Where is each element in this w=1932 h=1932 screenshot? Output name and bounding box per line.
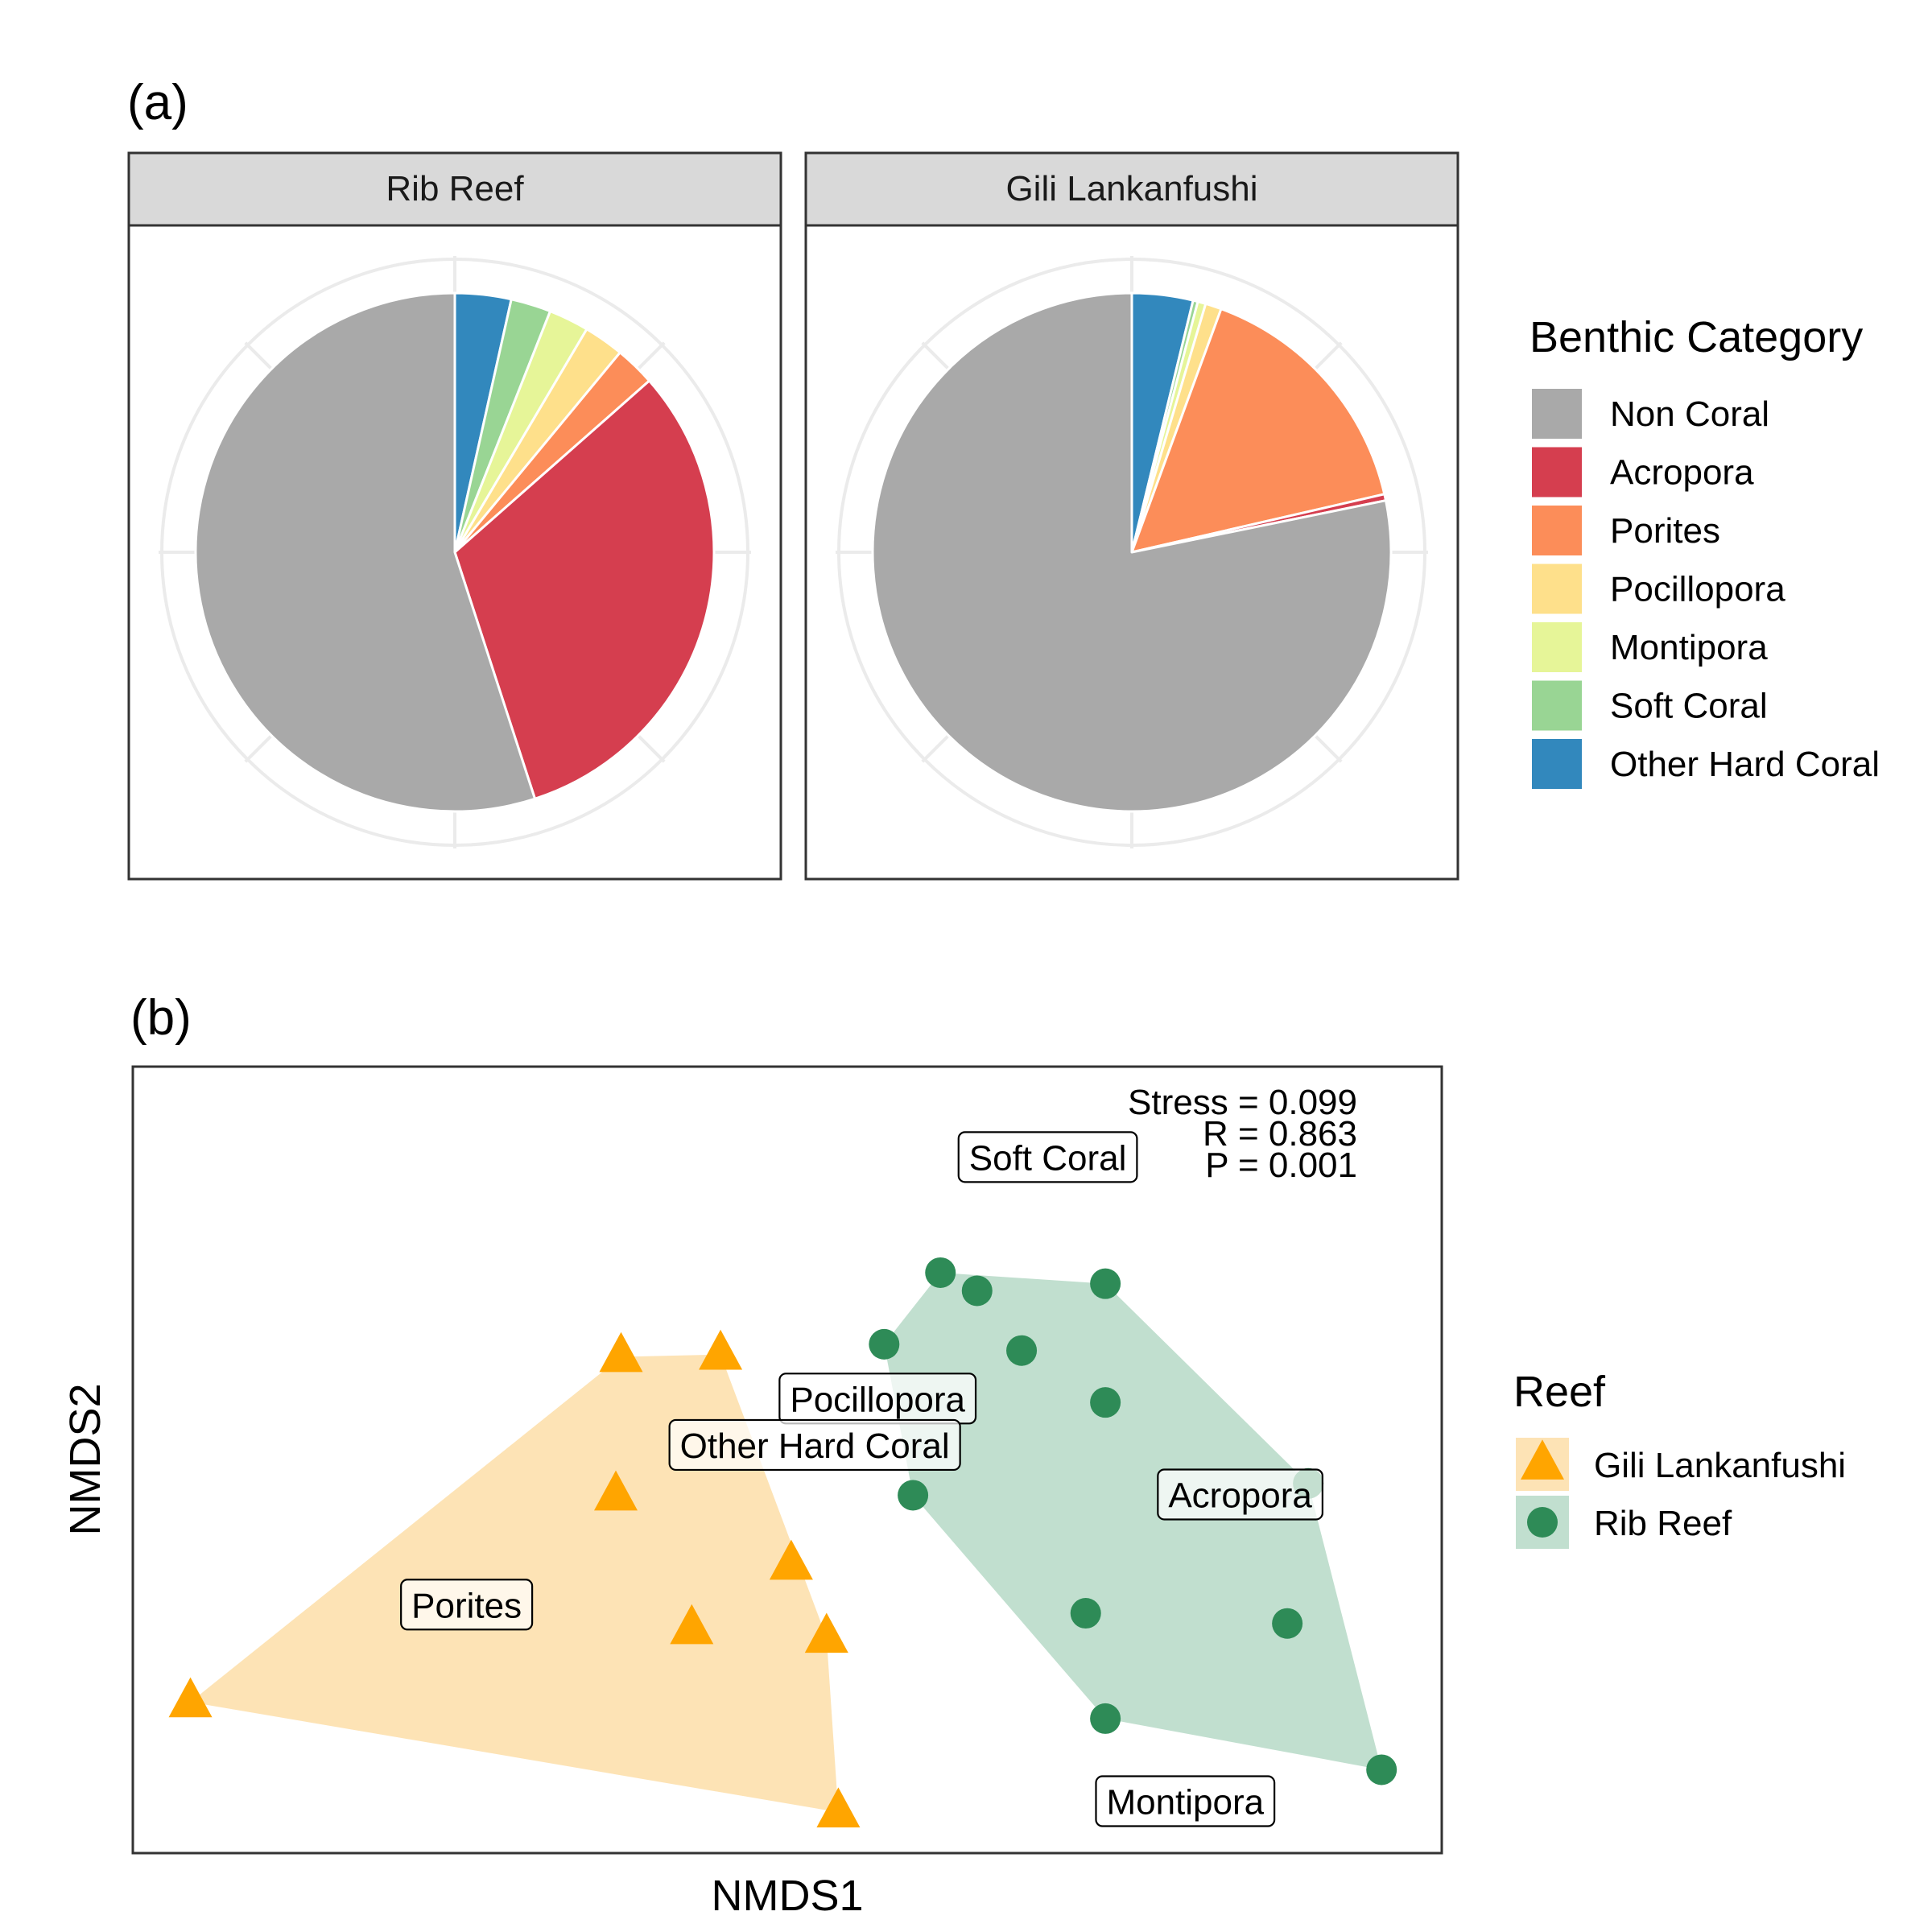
point-gili-lankanfushi-0 <box>168 1677 213 1718</box>
pie-grid-spoke <box>921 341 950 370</box>
annotation-label: Other Hard Coral <box>680 1426 950 1466</box>
legend-key-montipora <box>1532 622 1582 672</box>
annotation-box <box>400 1579 534 1631</box>
point-gili-lankanfushi-1 <box>599 1331 643 1373</box>
annotation-box <box>1095 1775 1276 1827</box>
legend-label-rib-reef: Rib Reef <box>1594 1504 1732 1543</box>
legend-key-other-hard-coral <box>1532 739 1582 789</box>
pie-slice-non-coral <box>871 291 1393 813</box>
pie-rib-reef <box>194 291 716 813</box>
pie-grid-spoke <box>637 734 666 763</box>
hull-rib-reef <box>884 1272 1382 1770</box>
legend-key-rib-reef <box>1527 1507 1558 1538</box>
point-rib-reef-11 <box>1366 1754 1397 1785</box>
annotation-acropora: Acropora <box>1157 1468 1323 1521</box>
point-rib-reef-6 <box>898 1480 929 1511</box>
point-gili-lankanfushi-3 <box>593 1470 638 1511</box>
facet-title-gili-lankanfushi: Gili Lankanfushi <box>1005 169 1257 208</box>
y-axis-label: NMDS2 <box>61 1383 109 1535</box>
legend-key-soft-coral <box>1532 680 1582 731</box>
stat-stress: Stress = 0.099 <box>1128 1083 1357 1122</box>
annotation-montipora: Montipora <box>1095 1775 1276 1827</box>
pie-grid-spoke <box>1314 341 1343 370</box>
legend-label-porites: Porites <box>1610 511 1720 551</box>
pie-gili-lankanfushi <box>871 291 1393 813</box>
pie-slice-acropora <box>453 379 716 800</box>
legend-label-acropora: Acropora <box>1610 453 1754 493</box>
legend-label-pocillopora: Pocillopora <box>1610 570 1785 609</box>
point-rib-reef-8 <box>1070 1598 1101 1629</box>
legend-label-non-coral: Non Coral <box>1610 394 1769 434</box>
panel-label-b: (b) <box>130 990 192 1046</box>
legend-label-montipora: Montipora <box>1610 628 1768 667</box>
nmds-plot: Soft Coral Pocillopora Other Hard Coral Acr… <box>131 1065 1443 1855</box>
pie-grid-gili-lankanfushi <box>836 256 1428 848</box>
annotation-label: Soft Coral <box>969 1138 1127 1178</box>
annotation-label: Montipora <box>1106 1783 1264 1823</box>
panel-label-a: (a) <box>127 75 188 130</box>
stat-r: R = 0.863 <box>1203 1114 1357 1154</box>
legend-key-porites <box>1532 506 1582 555</box>
pie-slice-non-coral <box>194 291 537 813</box>
point-rib-reef-1 <box>961 1275 993 1307</box>
point-rib-reef-0 <box>925 1257 956 1288</box>
annotation-label: Porites <box>411 1586 522 1625</box>
legend-benthic-category: Benthic Category Non Coral Acropora Porite… <box>1530 313 1880 789</box>
pie-grid-spoke <box>244 341 273 370</box>
legend-title-benthic: Benthic Category <box>1530 313 1863 361</box>
annotation-label: Pocillopora <box>790 1380 965 1419</box>
legend-reef: Reef Gili Lankanfushi Rib Reef <box>1513 1368 1846 1549</box>
annotation-box <box>668 1418 961 1472</box>
pie-grid-spoke <box>244 734 273 763</box>
point-gili-lankanfushi-5 <box>670 1604 714 1645</box>
legend-key-gili-lankanfushi <box>1521 1439 1564 1480</box>
facet-strip-gili-lankanfushi <box>804 151 1459 227</box>
point-gili-lankanfushi-4 <box>769 1539 813 1580</box>
point-gili-lankanfushi-2 <box>699 1329 743 1370</box>
x-axis-label: NMDS1 <box>711 1872 863 1920</box>
legend-label-other-hard-coral: Other Hard Coral <box>1610 745 1880 784</box>
legend-label-gili-lankanfushi: Gili Lankanfushi <box>1594 1446 1846 1485</box>
annotation-box <box>957 1131 1138 1183</box>
annotation-other-hard-coral: Other Hard Coral <box>668 1418 961 1472</box>
legend-key-non-coral <box>1532 389 1582 439</box>
legend-key-acropora <box>1532 447 1582 497</box>
point-rib-reef-2 <box>1090 1268 1121 1299</box>
facet-rib-reef: Rib Reef <box>127 151 782 881</box>
point-rib-reef-9 <box>1272 1608 1303 1639</box>
point-gili-lankanfushi-6 <box>804 1612 848 1653</box>
annotation-porites: Porites <box>400 1579 534 1631</box>
pie-grid-spoke <box>1314 734 1343 763</box>
annotation-label: Acropora <box>1168 1476 1312 1515</box>
annotation-pocillopora: Pocillopora <box>778 1373 977 1425</box>
facet-gili-lankanfushi: Gili Lankanfushi <box>804 151 1459 881</box>
point-rib-reef-3 <box>869 1328 900 1360</box>
point-rib-reef-5 <box>1090 1387 1121 1418</box>
nmds-annotations: Soft Coral Pocillopora Other Hard Coral Acr… <box>400 1131 1323 1827</box>
annotation-box <box>1157 1468 1323 1521</box>
nmds-points <box>168 1257 1397 1828</box>
pie-grid-rib-reef <box>159 256 751 848</box>
pie-grid-spoke <box>921 734 950 763</box>
legend-label-soft-coral: Soft Coral <box>1610 687 1768 726</box>
pie-grid-spoke <box>637 341 666 370</box>
facet-strip-rib-reef <box>127 151 782 227</box>
legend-key-pocillopora <box>1532 564 1582 614</box>
point-rib-reef-10 <box>1090 1703 1121 1734</box>
facet-title-rib-reef: Rib Reef <box>386 169 524 208</box>
point-rib-reef-4 <box>1006 1335 1038 1366</box>
annotation-soft-coral: Soft Coral <box>957 1131 1138 1183</box>
pie-slice-porites <box>1130 308 1386 554</box>
point-gili-lankanfushi-7 <box>816 1787 861 1828</box>
stat-p: P = 0.001 <box>1205 1146 1357 1185</box>
legend-title-reef: Reef <box>1513 1368 1606 1416</box>
